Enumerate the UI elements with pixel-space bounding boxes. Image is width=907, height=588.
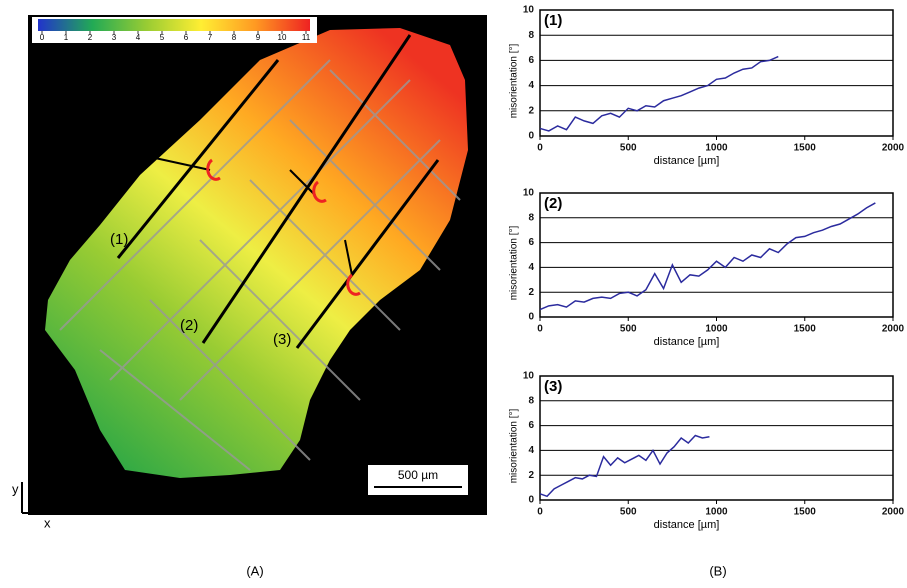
caption: (A) <box>246 563 263 578</box>
line-label: (2) <box>180 317 198 334</box>
rotation-arrows <box>206 158 361 296</box>
plot-frame <box>539 192 894 318</box>
profile-lines <box>116 34 440 349</box>
colorbar-tick-label: 5 <box>160 33 165 42</box>
misorientation-map <box>45 28 468 478</box>
colorbar-tick-label: 8 <box>232 33 237 42</box>
y-tick-label: 10 <box>523 188 535 199</box>
colorbar-tick-label: 6 <box>184 33 189 42</box>
x-tick-label: 2000 <box>882 507 905 518</box>
x-tick-label: 1500 <box>794 507 817 518</box>
plot-frame <box>539 375 894 501</box>
y-tick-label: 8 <box>528 30 534 41</box>
y-tick-label: 2 <box>528 470 534 481</box>
colorbar-tick-label: 9 <box>256 33 261 42</box>
x-tick-label: 500 <box>620 143 637 154</box>
colorbar-tick-label: 7 <box>208 33 213 42</box>
data-line <box>539 55 779 132</box>
y-tick-label: 8 <box>528 212 534 223</box>
y-axis-label: misorientation [°] <box>509 225 520 300</box>
colorbar <box>38 19 310 31</box>
scale-bar-label: 500 µm <box>398 468 438 482</box>
x-tick-label: 1500 <box>794 143 817 154</box>
y-tick-label: 6 <box>528 237 534 248</box>
data-line <box>539 202 876 311</box>
plot-frame <box>539 9 894 137</box>
data-line <box>539 434 710 498</box>
y-tick-label: 0 <box>528 495 534 506</box>
chart-title: (2) <box>544 195 562 212</box>
axis-x-label: x <box>44 515 51 530</box>
x-tick-label: 1500 <box>794 324 817 335</box>
scale-bar-box <box>368 465 468 495</box>
x-tick-label: 0 <box>537 143 543 154</box>
y-tick-label: 0 <box>528 312 534 323</box>
x-tick-label: 2000 <box>882 143 905 154</box>
x-tick-label: 0 <box>537 324 543 335</box>
y-tick-label: 4 <box>528 80 534 91</box>
y-axis-label: misorientation [°] <box>509 408 520 483</box>
x-tick-label: 1000 <box>705 143 728 154</box>
y-tick-label: 6 <box>528 420 534 431</box>
y-tick-label: 2 <box>528 105 534 116</box>
caption: (B) <box>709 563 726 578</box>
axis-y-label: y <box>12 481 19 496</box>
x-tick-label: 500 <box>620 324 637 335</box>
colorbar-tick-label: 3 <box>112 33 117 42</box>
colorbar-tick-label: 11 <box>302 33 311 42</box>
y-tick-label: 0 <box>528 131 534 142</box>
axes-icon <box>21 482 48 514</box>
line-label: (1) <box>110 231 128 248</box>
y-tick-label: 6 <box>528 55 534 66</box>
grain-traces <box>59 59 461 471</box>
chart-title: (1) <box>544 12 562 29</box>
x-axis-label: distance [µm] <box>654 336 720 348</box>
x-axis-label: distance [µm] <box>654 155 720 167</box>
x-tick-label: 0 <box>537 507 543 518</box>
y-tick-label: 4 <box>528 445 534 456</box>
x-tick-label: 2000 <box>882 324 905 335</box>
y-tick-label: 10 <box>523 5 535 16</box>
y-tick-label: 2 <box>528 287 534 298</box>
y-tick-label: 4 <box>528 262 534 273</box>
colorbar-tick-label: 10 <box>278 33 287 42</box>
colorbar-tick-label: 0 <box>40 33 45 42</box>
colorbar-tick-label: 2 <box>88 33 93 42</box>
x-tick-label: 1000 <box>705 324 728 335</box>
x-tick-label: 500 <box>620 507 637 518</box>
y-tick-label: 10 <box>523 371 535 382</box>
line-label: (3) <box>273 331 291 348</box>
chart-title: (3) <box>544 378 562 395</box>
y-axis-label: misorientation [°] <box>509 43 520 118</box>
colorbar-tick-label: 1 <box>64 33 69 42</box>
colorbar-tick-label: 4 <box>136 33 141 42</box>
x-tick-label: 1000 <box>705 507 728 518</box>
y-tick-label: 8 <box>528 395 534 406</box>
x-axis-label: distance [µm] <box>654 519 720 531</box>
